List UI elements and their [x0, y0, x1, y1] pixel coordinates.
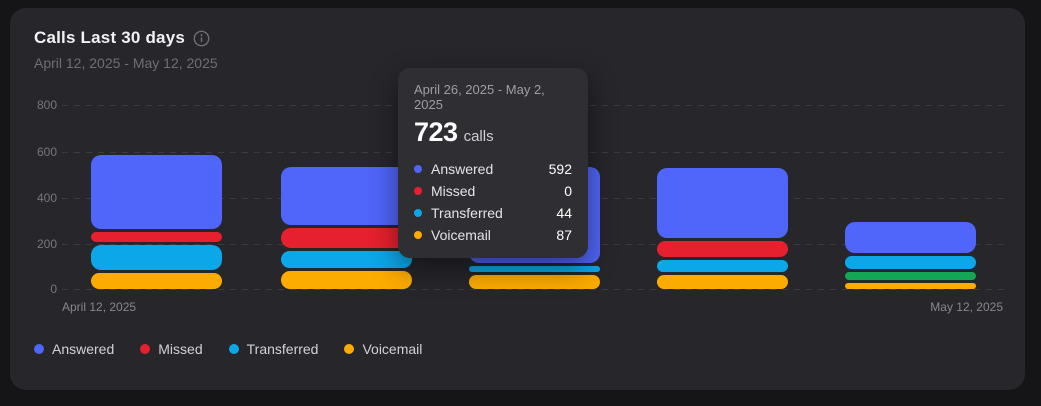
x-axis-start-label: April 12, 2025 [62, 300, 137, 314]
legend-label: Answered [52, 341, 115, 357]
bar-2-segment-transferred[interactable] [281, 251, 412, 268]
legend-label: Missed [158, 341, 203, 357]
transferred-dot-icon [414, 209, 422, 217]
bar-2-segment-missed[interactable] [281, 228, 412, 249]
tooltip-row-label: Transferred [431, 205, 503, 221]
tooltip-row-missed: Missed 0 [414, 180, 572, 202]
x-axis-end-label: May 12, 2025 [930, 300, 1003, 314]
bar-1-segment-voicemail[interactable] [91, 272, 222, 289]
tooltip-total-number: 723 [414, 117, 458, 147]
answered-dot-icon [34, 344, 44, 354]
bar-1-segment-transferred[interactable] [91, 244, 222, 270]
tooltip-row-value: 0 [564, 183, 572, 199]
bar-1-segment-answered[interactable] [91, 154, 222, 229]
y-tick-200: 200 [36, 236, 57, 251]
y-tick-400: 400 [36, 190, 57, 205]
bar-2-segment-voicemail[interactable] [281, 270, 412, 289]
voicemail-dot-icon [414, 231, 422, 239]
bar-2-segment-answered[interactable] [281, 167, 412, 226]
tooltip-date-range: April 26, 2025 - May 2, 2025 [414, 82, 545, 112]
y-tick-0: 0 [50, 282, 57, 296]
chart-tooltip: April 26, 2025 - May 2, 2025 723 calls A… [398, 68, 588, 258]
page-title: Calls Last 30 days [34, 28, 186, 47]
bar-5-segment-voicemail[interactable] [845, 283, 976, 289]
legend-label: Voicemail [362, 341, 423, 357]
bars-container [10, 8, 1025, 390]
tooltip-row-label: Answered [431, 161, 494, 177]
bar-5-segment-answered[interactable] [845, 222, 976, 253]
bar-5-segment-transferred[interactable] [845, 255, 976, 270]
answered-dot-icon [414, 165, 422, 173]
tooltip-row-answered: Answered 592 [414, 158, 572, 180]
bar-4-segment-missed[interactable] [657, 240, 788, 258]
tooltip-row-voicemail: Voicemail 87 [414, 224, 572, 246]
bar-4-segment-answered[interactable] [657, 167, 788, 238]
voicemail-dot-icon [344, 344, 355, 354]
missed-dot-icon [414, 187, 422, 195]
tooltip-rows: Answered 592 Missed 0 Transferred 44 Voi… [414, 158, 572, 246]
legend-item-voicemail[interactable]: Voicemail [344, 341, 422, 357]
tooltip-total: 723 calls [414, 117, 572, 148]
bar-3-segment-voicemail[interactable] [469, 275, 600, 289]
legend-item-transferred[interactable]: Transferred [228, 341, 319, 357]
transferred-dot-icon [228, 344, 239, 354]
missed-dot-icon [140, 344, 151, 354]
bar-1-segment-missed[interactable] [91, 231, 222, 242]
y-tick-600: 600 [36, 144, 57, 159]
legend-item-answered[interactable]: Answered [34, 341, 114, 357]
y-tick-800: 800 [36, 98, 57, 112]
tooltip-row-value: 87 [556, 227, 572, 243]
legend-item-missed[interactable]: Missed [140, 341, 203, 357]
tooltip-row-label: Voicemail [431, 227, 491, 243]
tooltip-row-label: Missed [431, 183, 476, 199]
tooltip-row-value: 44 [556, 205, 572, 221]
tooltip-row-transferred: Transferred 44 [414, 202, 572, 224]
bar-3-segment-transferred[interactable] [469, 266, 600, 273]
bar-5-segment-other-green[interactable] [845, 272, 976, 281]
date-range-subtitle: April 12, 2025 - May 12, 2025 [34, 55, 218, 71]
tooltip-total-unit: calls [463, 128, 494, 145]
legend-label: Transferred [246, 341, 319, 357]
tooltip-row-value: 592 [548, 161, 572, 177]
gridline-0 [62, 289, 1005, 290]
calls-chart-card: Calls Last 30 days April 12, 2025 - May … [10, 8, 1025, 390]
card-header: Calls Last 30 days [34, 28, 210, 48]
bar-4-segment-voicemail[interactable] [657, 274, 788, 289]
chart-legend: Answered Missed Transferred Voicemail [34, 341, 422, 357]
bar-4-segment-transferred[interactable] [657, 260, 788, 272]
info-icon[interactable] [193, 30, 210, 47]
